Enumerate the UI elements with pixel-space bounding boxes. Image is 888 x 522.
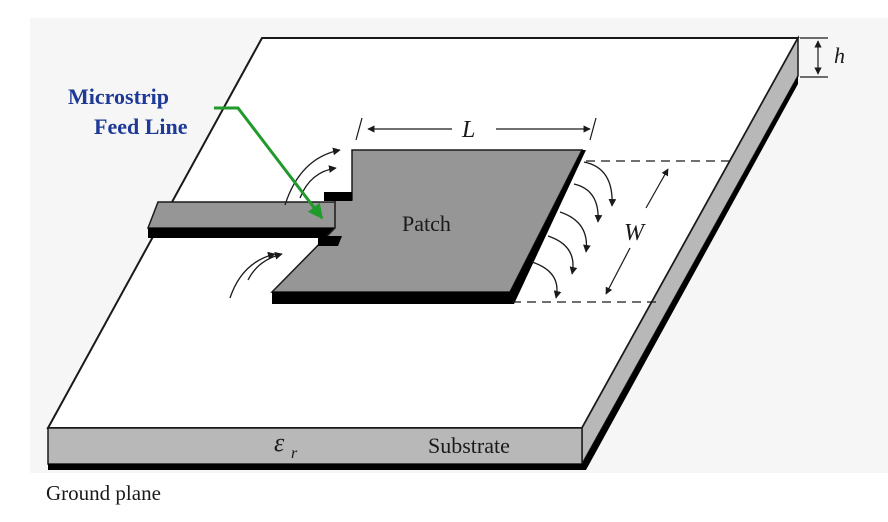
substrate-front-edge	[47, 427, 583, 465]
patch-notch-edge	[324, 192, 352, 201]
permittivity-symbol: ε	[274, 428, 285, 457]
patch-notch-edge-lower	[318, 236, 342, 246]
height-label: h	[834, 43, 845, 68]
length-label: L	[461, 117, 475, 143]
feed-line-label-line2: Feed Line	[94, 114, 188, 139]
patch-label: Patch	[402, 211, 451, 236]
feed-line-label-line1: Microstrip	[68, 84, 169, 109]
substrate-label: Substrate	[428, 433, 510, 458]
width-label: W	[624, 220, 646, 246]
ground-plane-label: Ground plane	[46, 481, 161, 505]
permittivity-subscript: r	[291, 445, 298, 462]
patch-front-edge	[272, 292, 510, 304]
patch-side-edge	[510, 150, 586, 304]
feed-line-edge	[148, 228, 342, 238]
length-dimension	[355, 117, 597, 141]
width-dimension	[512, 160, 730, 303]
fringing-fields-right	[531, 161, 617, 299]
height-dimension	[800, 37, 828, 78]
feed-line-pointer-arrow	[214, 106, 324, 220]
